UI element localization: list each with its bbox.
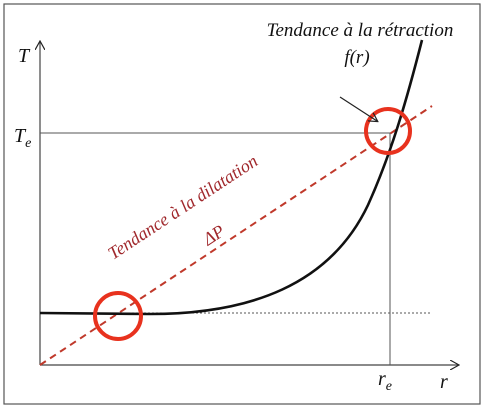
te-base: T bbox=[14, 125, 27, 147]
re-sub: e bbox=[386, 379, 392, 394]
pointer-arrow bbox=[339, 96, 377, 121]
equilibrium-guides bbox=[40, 132, 391, 365]
re-label: re bbox=[378, 368, 392, 394]
intersection-circle bbox=[93, 291, 143, 341]
re-base: r bbox=[378, 368, 386, 390]
frame bbox=[3, 3, 481, 405]
te-label: Te bbox=[14, 125, 31, 151]
retraction-curve bbox=[39, 39, 424, 316]
y-axis-label: T bbox=[18, 45, 31, 67]
dilatation-line bbox=[39, 105, 433, 366]
x-axis-label: r bbox=[440, 371, 448, 393]
intersection-circle bbox=[364, 107, 412, 155]
retraction-formula: f(r) bbox=[344, 47, 369, 68]
te-sub: e bbox=[25, 136, 31, 151]
retraction-label: Tendance à la rétraction bbox=[267, 20, 454, 41]
